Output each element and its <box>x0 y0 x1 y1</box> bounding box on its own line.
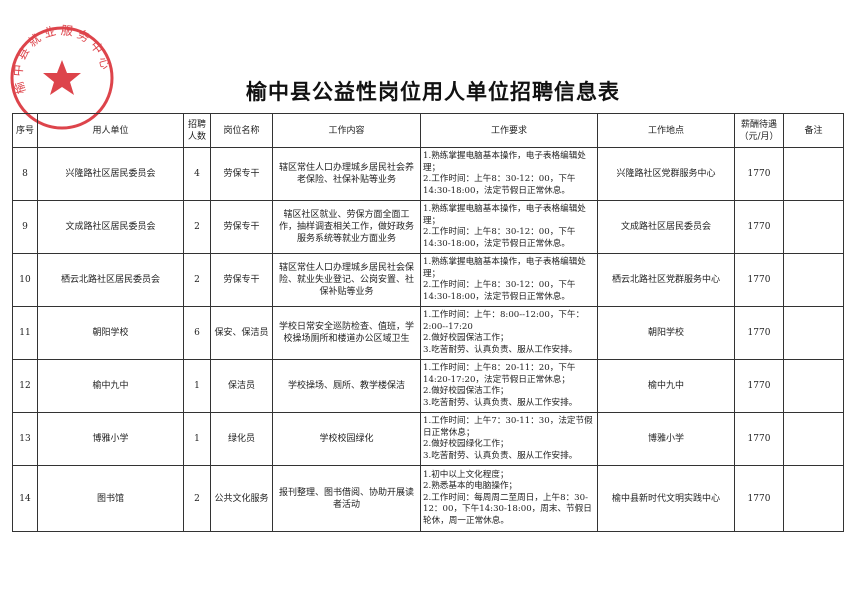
cell-place: 文成路社区居民委员会 <box>597 200 735 254</box>
cell-no: 8 <box>12 147 38 201</box>
cell-content: 学校操场、厕所、教学楼保洁 <box>272 359 421 413</box>
header-note: 备注 <box>783 113 844 148</box>
cell-unit: 兴隆路社区居民委员会 <box>37 147 184 201</box>
cell-pay: 1770 <box>734 253 784 307</box>
cell-note <box>783 412 844 466</box>
cell-place: 朝阳学校 <box>597 306 735 360</box>
cell-unit: 图书馆 <box>37 465 184 532</box>
cell-note <box>783 359 844 413</box>
cell-count: 4 <box>183 147 211 201</box>
header-requirements: 工作要求 <box>420 113 598 148</box>
cell-place: 兴隆路社区党群服务中心 <box>597 147 735 201</box>
cell-pay: 1770 <box>734 359 784 413</box>
cell-requirements: 1.熟练掌握电脑基本操作，电子表格编辑处理； 2.工作时间：上午8：30-12：… <box>420 253 598 307</box>
cell-unit: 栖云北路社区居民委员会 <box>37 253 184 307</box>
table-row: 12 榆中九中 1 保洁员 学校操场、厕所、教学楼保洁 1.工作时间：上午8：20-11：… <box>12 359 844 413</box>
header-unit: 用人单位 <box>37 113 184 148</box>
header-post: 岗位名称 <box>210 113 273 148</box>
cell-requirements: 1.工作时间：上午：8:00--12:00，下午：2:00--17:20 2.做… <box>420 306 598 360</box>
cell-content: 学校校园绿化 <box>272 412 421 466</box>
cell-note <box>783 200 844 254</box>
cell-pay: 1770 <box>734 412 784 466</box>
table-row: 11 朝阳学校 6 保安、保洁员 学校日常安全巡防检查、值班，学校操场厕所和楼道办公区域… <box>12 306 844 360</box>
cell-count: 2 <box>183 253 211 307</box>
cell-note <box>783 147 844 201</box>
cell-place: 榆中县新时代文明实践中心 <box>597 465 735 532</box>
cell-no: 11 <box>12 306 38 360</box>
cell-post: 劳保专干 <box>210 147 273 201</box>
cell-place: 栖云北路社区党群服务中心 <box>597 253 735 307</box>
cell-content: 辖区常住人口办理城乡居民社会保险、就业失业登记、公岗安置、社保补贴等业务 <box>272 253 421 307</box>
cell-post: 公共文化服务 <box>210 465 273 532</box>
cell-requirements: 1.熟练掌握电脑基本操作，电子表格编辑处理； 2.工作时间：上午8：30-12：… <box>420 200 598 254</box>
cell-requirements: 1.工作时间：上午8：20-11：20，下午14:20-17:20，法定节假日正… <box>420 359 598 413</box>
cell-no: 12 <box>12 359 38 413</box>
cell-requirements: 1.工作时间：上午7：30-11：30，法定节假日正常休息； 2.做好校园绿化工… <box>420 412 598 466</box>
cell-requirements: 1.熟练掌握电脑基本操作，电子表格编辑处理； 2.工作时间：上午8：30-12：… <box>420 147 598 201</box>
cell-content: 报刊整理、图书借阅、协助开展读者活动 <box>272 465 421 532</box>
cell-post: 保洁员 <box>210 359 273 413</box>
cell-unit: 博雅小学 <box>37 412 184 466</box>
cell-post: 劳保专干 <box>210 253 273 307</box>
table-header-row: 序号 用人单位 招聘人数 岗位名称 工作内容 工作要求 工作地点 薪酬待遇（元/… <box>12 113 844 148</box>
cell-requirements: 1.初中以上文化程度； 2.熟悉基本的电脑操作； 2.工作时间：每周周二至周日，… <box>420 465 598 532</box>
cell-pay: 1770 <box>734 306 784 360</box>
cell-count: 1 <box>183 359 211 413</box>
cell-unit: 榆中九中 <box>37 359 184 413</box>
cell-content: 辖区社区就业、劳保方面全面工作，抽样调查相关工作，做好政务服务系统等就业方面业务 <box>272 200 421 254</box>
table-row: 13 博雅小学 1 绿化员 学校校园绿化 1.工作时间：上午7：30-11：30，法定节假… <box>12 412 844 466</box>
star-icon <box>43 60 81 95</box>
cell-no: 13 <box>12 412 38 466</box>
cell-place: 博雅小学 <box>597 412 735 466</box>
cell-unit: 文成路社区居民委员会 <box>37 200 184 254</box>
cell-post: 保安、保洁员 <box>210 306 273 360</box>
cell-post: 劳保专干 <box>210 200 273 254</box>
cell-no: 10 <box>12 253 38 307</box>
cell-unit: 朝阳学校 <box>37 306 184 360</box>
cell-note <box>783 306 844 360</box>
cell-count: 2 <box>183 200 211 254</box>
header-no: 序号 <box>12 113 38 148</box>
table-row: 10 栖云北路社区居民委员会 2 劳保专干 辖区常住人口办理城乡居民社会保险、就业失业登… <box>12 253 844 307</box>
cell-content: 辖区常住人口办理城乡居民社会养老保险、社保补贴等业务 <box>272 147 421 201</box>
cell-content: 学校日常安全巡防检查、值班，学校操场厕所和楼道办公区域卫生 <box>272 306 421 360</box>
cell-count: 2 <box>183 465 211 532</box>
page-title: 榆中县公益性岗位用人单位招聘信息表 <box>246 80 620 104</box>
table-row: 9 文成路社区居民委员会 2 劳保专干 辖区社区就业、劳保方面全面工作，抽样调查相关工作… <box>12 200 844 254</box>
cell-pay: 1770 <box>734 465 784 532</box>
cell-place: 榆中九中 <box>597 359 735 413</box>
table-row: 8 兴隆路社区居民委员会 4 劳保专干 辖区常住人口办理城乡居民社会养老保险、社保补贴等… <box>12 147 844 201</box>
cell-no: 9 <box>12 200 38 254</box>
table-row: 14 图书馆 2 公共文化服务 报刊整理、图书借阅、协助开展读者活动 1.初中以上文化程度… <box>12 465 844 532</box>
recruitment-table: 序号 用人单位 招聘人数 岗位名称 工作内容 工作要求 工作地点 薪酬待遇（元/… <box>12 113 844 532</box>
cell-post: 绿化员 <box>210 412 273 466</box>
cell-count: 6 <box>183 306 211 360</box>
header-content: 工作内容 <box>272 113 421 148</box>
cell-note <box>783 465 844 532</box>
header-place: 工作地点 <box>597 113 735 148</box>
cell-count: 1 <box>183 412 211 466</box>
header-pay: 薪酬待遇（元/月） <box>734 113 784 148</box>
cell-pay: 1770 <box>734 147 784 201</box>
cell-note <box>783 253 844 307</box>
cell-no: 14 <box>12 465 38 532</box>
header-count: 招聘人数 <box>183 113 211 148</box>
cell-pay: 1770 <box>734 200 784 254</box>
